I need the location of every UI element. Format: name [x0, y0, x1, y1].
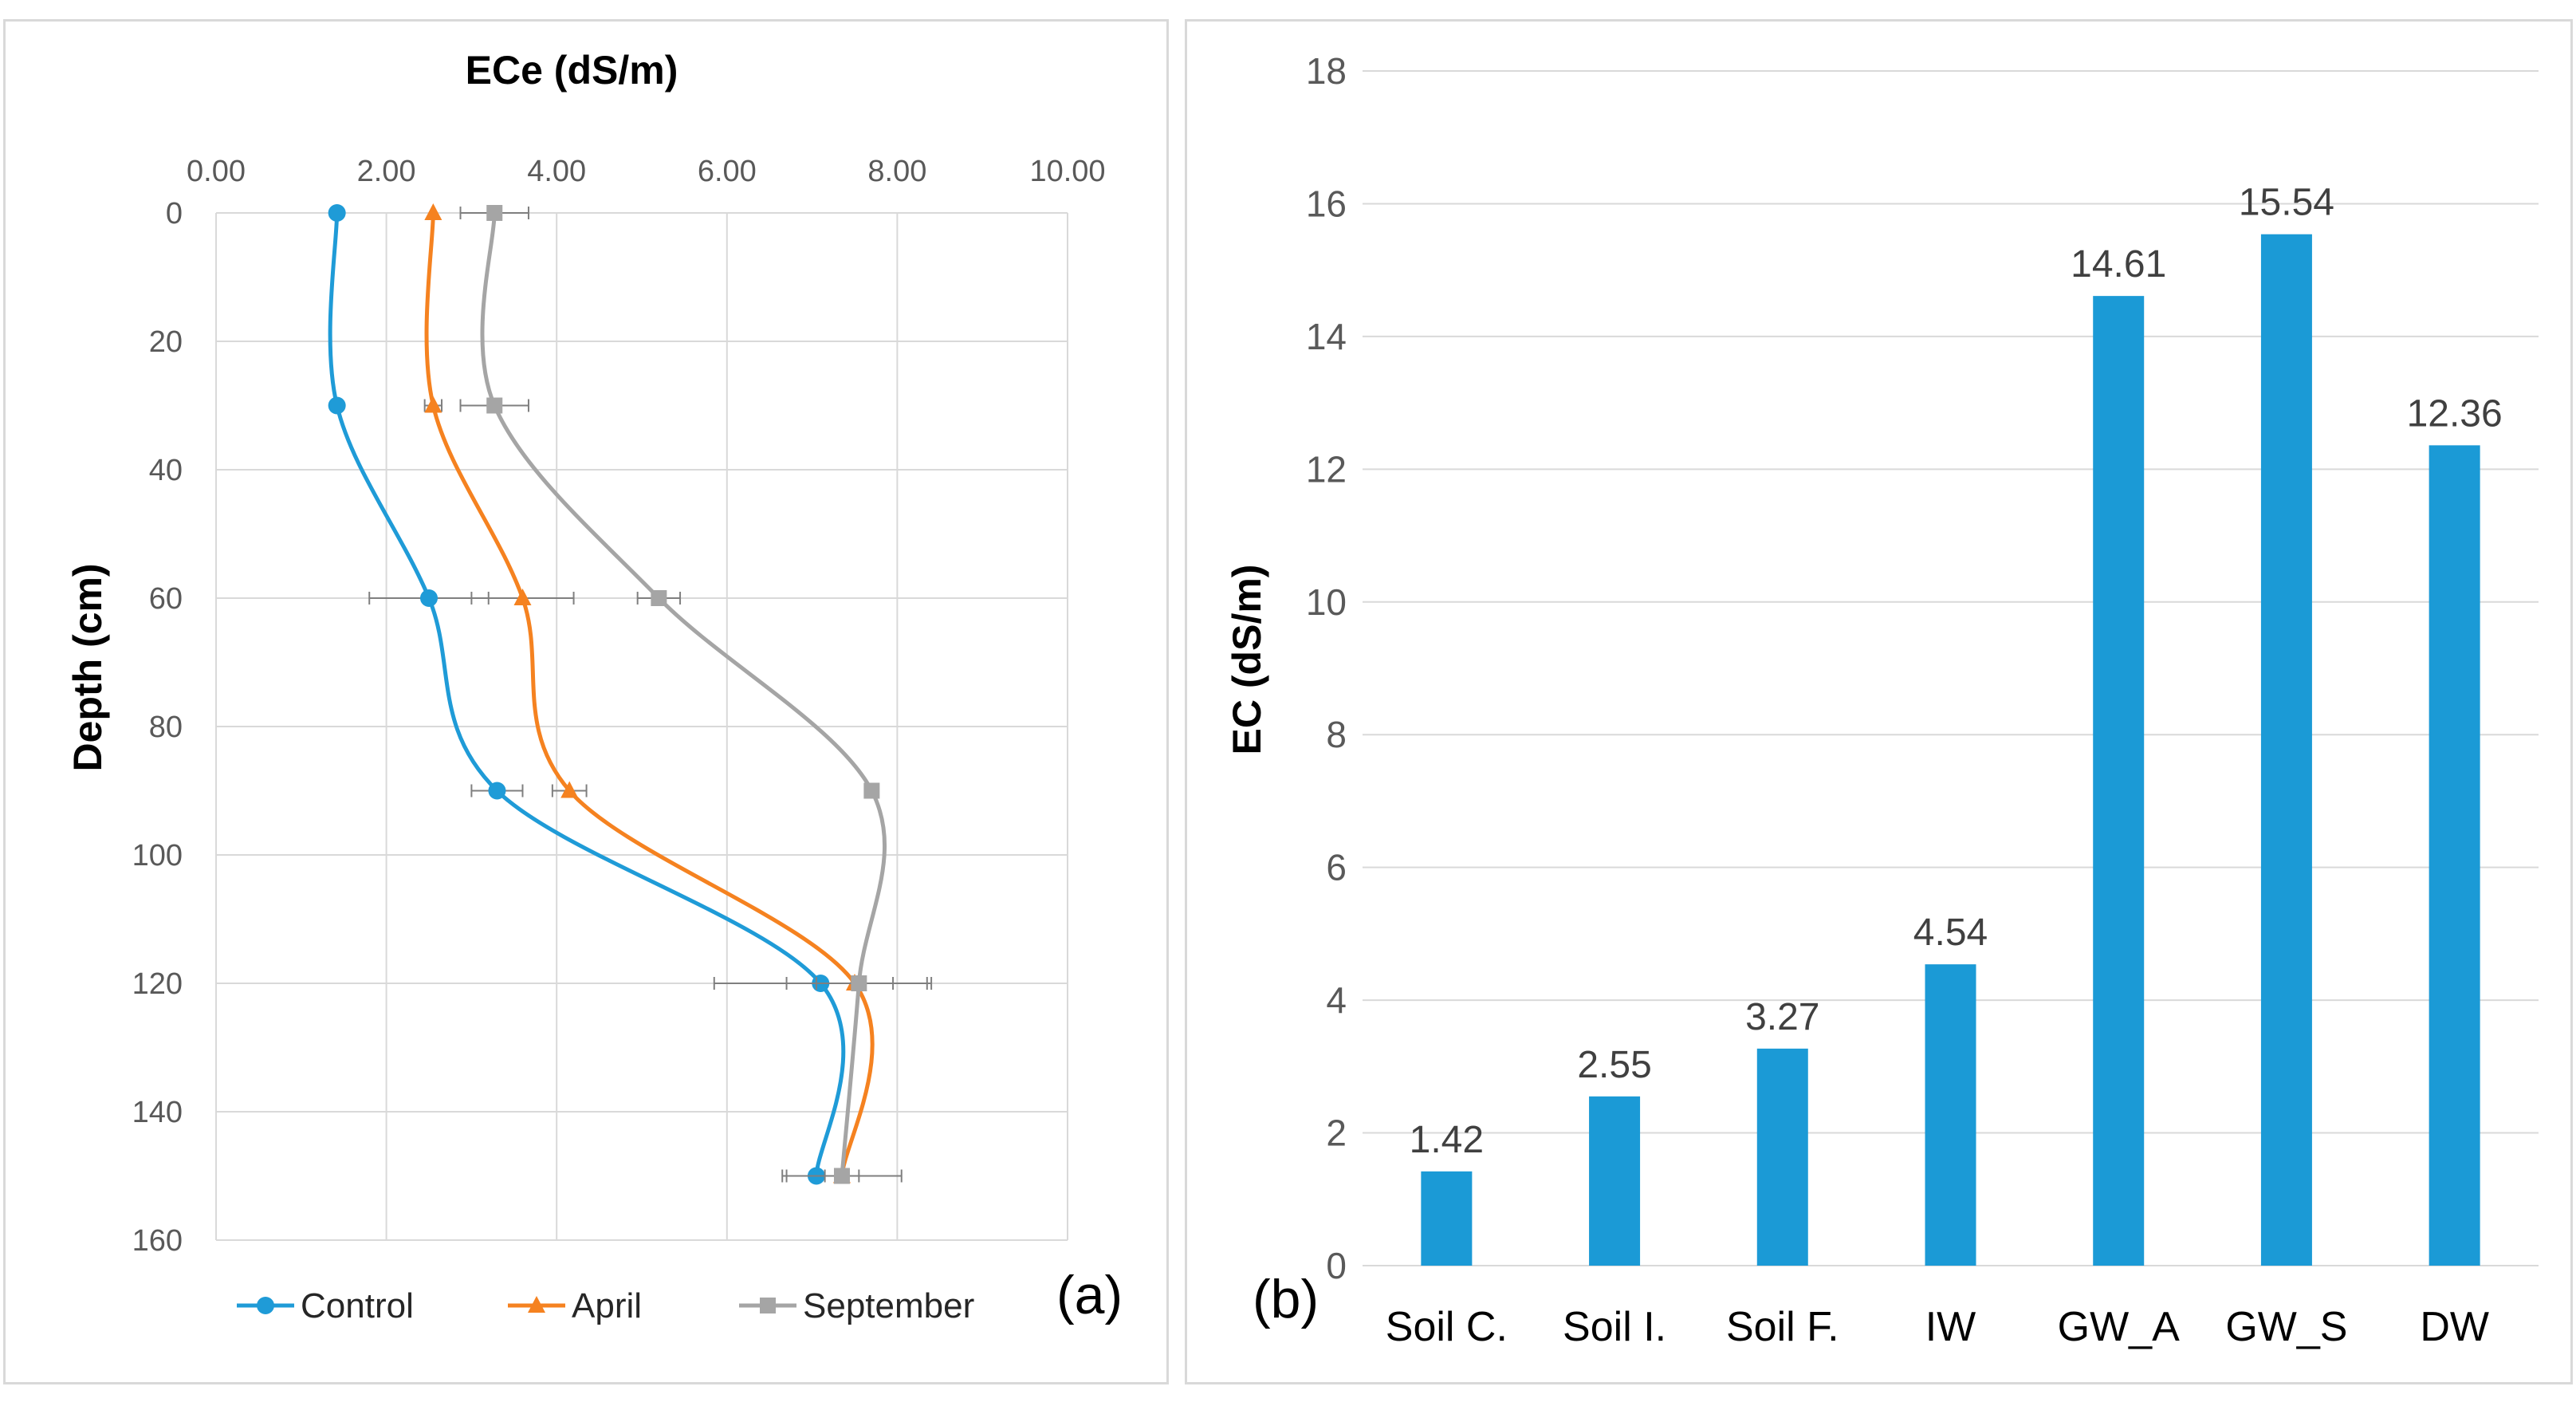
series-control: [328, 204, 928, 1185]
y-tick-label: 8: [1326, 714, 1347, 755]
panel-b-label: (b): [1253, 1269, 1319, 1329]
category-label: Soil F.: [1726, 1304, 1839, 1350]
y-tick-label: 80: [149, 711, 183, 744]
marker-square: [651, 590, 667, 606]
series-line: [480, 212, 887, 1176]
marker-square: [863, 782, 880, 799]
chart-b-y-axis-title: EC (dS/m): [1225, 565, 1269, 755]
bar-soil-i: [1589, 1096, 1641, 1266]
marker-triangle: [424, 203, 442, 220]
bar-gw-a: [2093, 296, 2145, 1266]
y-tick-label: 10: [1306, 581, 1347, 623]
x-tick-label: 4.00: [527, 155, 586, 188]
series-line: [424, 212, 875, 1176]
ec-bar-chart: EC (dS/m) 0 2 4 6 8 10 12 14 16 18 Soil C. Soil I.…: [1225, 50, 2539, 1350]
data-label: 14.61: [2071, 243, 2166, 286]
data-label: 2.55: [1577, 1044, 1651, 1086]
chart-panel-a: ECe (dS/m) Depth (cm) 0.00 2.00 4.00 6.00 8.…: [3, 19, 1169, 1384]
chart-b-gridlines: [1363, 70, 2539, 1266]
y-tick-label: 6: [1326, 847, 1347, 888]
series-september: [459, 205, 933, 1184]
x-tick-label: 8.00: [867, 155, 926, 188]
y-tick-label: 14: [1306, 316, 1347, 357]
category-label: GW_A: [2058, 1304, 2180, 1350]
y-tick-label: 160: [132, 1224, 183, 1258]
y-tick-label: 18: [1306, 50, 1347, 92]
legend-label: September: [803, 1286, 974, 1325]
data-label: 4.54: [1913, 912, 1988, 954]
marker-square: [833, 1168, 850, 1184]
marker-triangle: [528, 1296, 545, 1313]
chart-b-y-ticks: 0 2 4 6 8 10 12 14 16 18: [1306, 50, 1347, 1286]
y-tick-label: 12: [1306, 448, 1347, 490]
marker-circle: [420, 589, 438, 607]
data-label: 15.54: [2239, 182, 2334, 224]
chart-b-data-labels: 1.42 2.55 3.27 4.54 14.61 15.54 12.36: [1410, 182, 2503, 1161]
x-tick-label: 10.00: [1029, 155, 1105, 188]
panel-a-label: (a): [1056, 1265, 1123, 1325]
x-tick-label: 2.00: [357, 155, 416, 188]
x-tick-label: 0.00: [187, 155, 246, 188]
marker-square: [760, 1298, 776, 1313]
x-tick-label: 6.00: [698, 155, 757, 188]
marker-triangle: [424, 396, 442, 413]
marker-circle: [328, 204, 346, 222]
marker-circle: [328, 396, 346, 415]
y-tick-label: 16: [1306, 183, 1347, 224]
chart-b-bars: [1421, 234, 2480, 1266]
y-tick-label: 4: [1326, 979, 1347, 1021]
category-label: DW: [2420, 1304, 2489, 1350]
bar-soil-c: [1421, 1171, 1473, 1266]
marker-square: [851, 975, 867, 991]
legend-label: Control: [301, 1286, 414, 1325]
legend-item-control: Control: [237, 1286, 414, 1325]
chart-a-gridlines: [215, 212, 1068, 1241]
marker-square: [486, 397, 503, 414]
legend-label: April: [572, 1286, 642, 1325]
y-tick-label: 60: [149, 582, 183, 616]
chart-a-legend: Control April September: [237, 1286, 974, 1325]
bar-soil-f: [1756, 1048, 1808, 1266]
legend-item-april: April: [508, 1286, 642, 1325]
chart-panel-b: EC (dS/m) 0 2 4 6 8 10 12 14 16 18 Soil C. Soil I.…: [1185, 19, 2573, 1384]
data-label: 12.36: [2407, 392, 2503, 435]
marker-circle: [488, 782, 506, 800]
marker-triangle: [513, 589, 532, 605]
y-tick-label: 140: [132, 1096, 183, 1129]
bar-gw-s: [2260, 234, 2312, 1266]
bar-iw: [1925, 964, 1976, 1266]
data-label: 1.42: [1410, 1119, 1484, 1161]
chart-a-x-ticks: 0.00 2.00 4.00 6.00 8.00 10.00: [187, 155, 1106, 188]
chart-a-y-ticks: 0 20 40 60 80 100 120 140 160: [132, 197, 183, 1258]
category-label: Soil C.: [1386, 1304, 1508, 1350]
legend-item-september: September: [739, 1286, 974, 1325]
series-line: [328, 212, 846, 1176]
y-tick-label: 0: [166, 197, 183, 230]
chart-a-series: [328, 203, 933, 1185]
y-tick-label: 120: [132, 967, 183, 1001]
marker-triangle: [560, 781, 579, 798]
chart-a-y-axis-title: Depth (cm): [65, 563, 110, 771]
series-april: [423, 203, 895, 1183]
y-tick-label: 40: [149, 454, 183, 487]
marker-circle: [257, 1297, 274, 1314]
y-tick-label: 2: [1326, 1113, 1347, 1154]
depth-profile-chart: ECe (dS/m) Depth (cm) 0.00 2.00 4.00 6.00 8.…: [65, 48, 1123, 1325]
category-label: Soil I.: [1563, 1304, 1666, 1350]
data-label: 3.27: [1745, 996, 1819, 1038]
y-tick-label: 0: [1326, 1245, 1347, 1286]
category-label: IW: [1925, 1304, 1976, 1350]
chart-a-title: ECe (dS/m): [466, 48, 678, 93]
marker-square: [486, 205, 503, 221]
chart-b-categories: Soil C. Soil I. Soil F. IW GW_A GW_S DW: [1386, 1304, 2489, 1350]
y-tick-label: 100: [132, 839, 183, 872]
category-label: GW_S: [2225, 1304, 2347, 1350]
bar-dw: [2429, 445, 2480, 1266]
y-tick-label: 20: [149, 325, 183, 359]
